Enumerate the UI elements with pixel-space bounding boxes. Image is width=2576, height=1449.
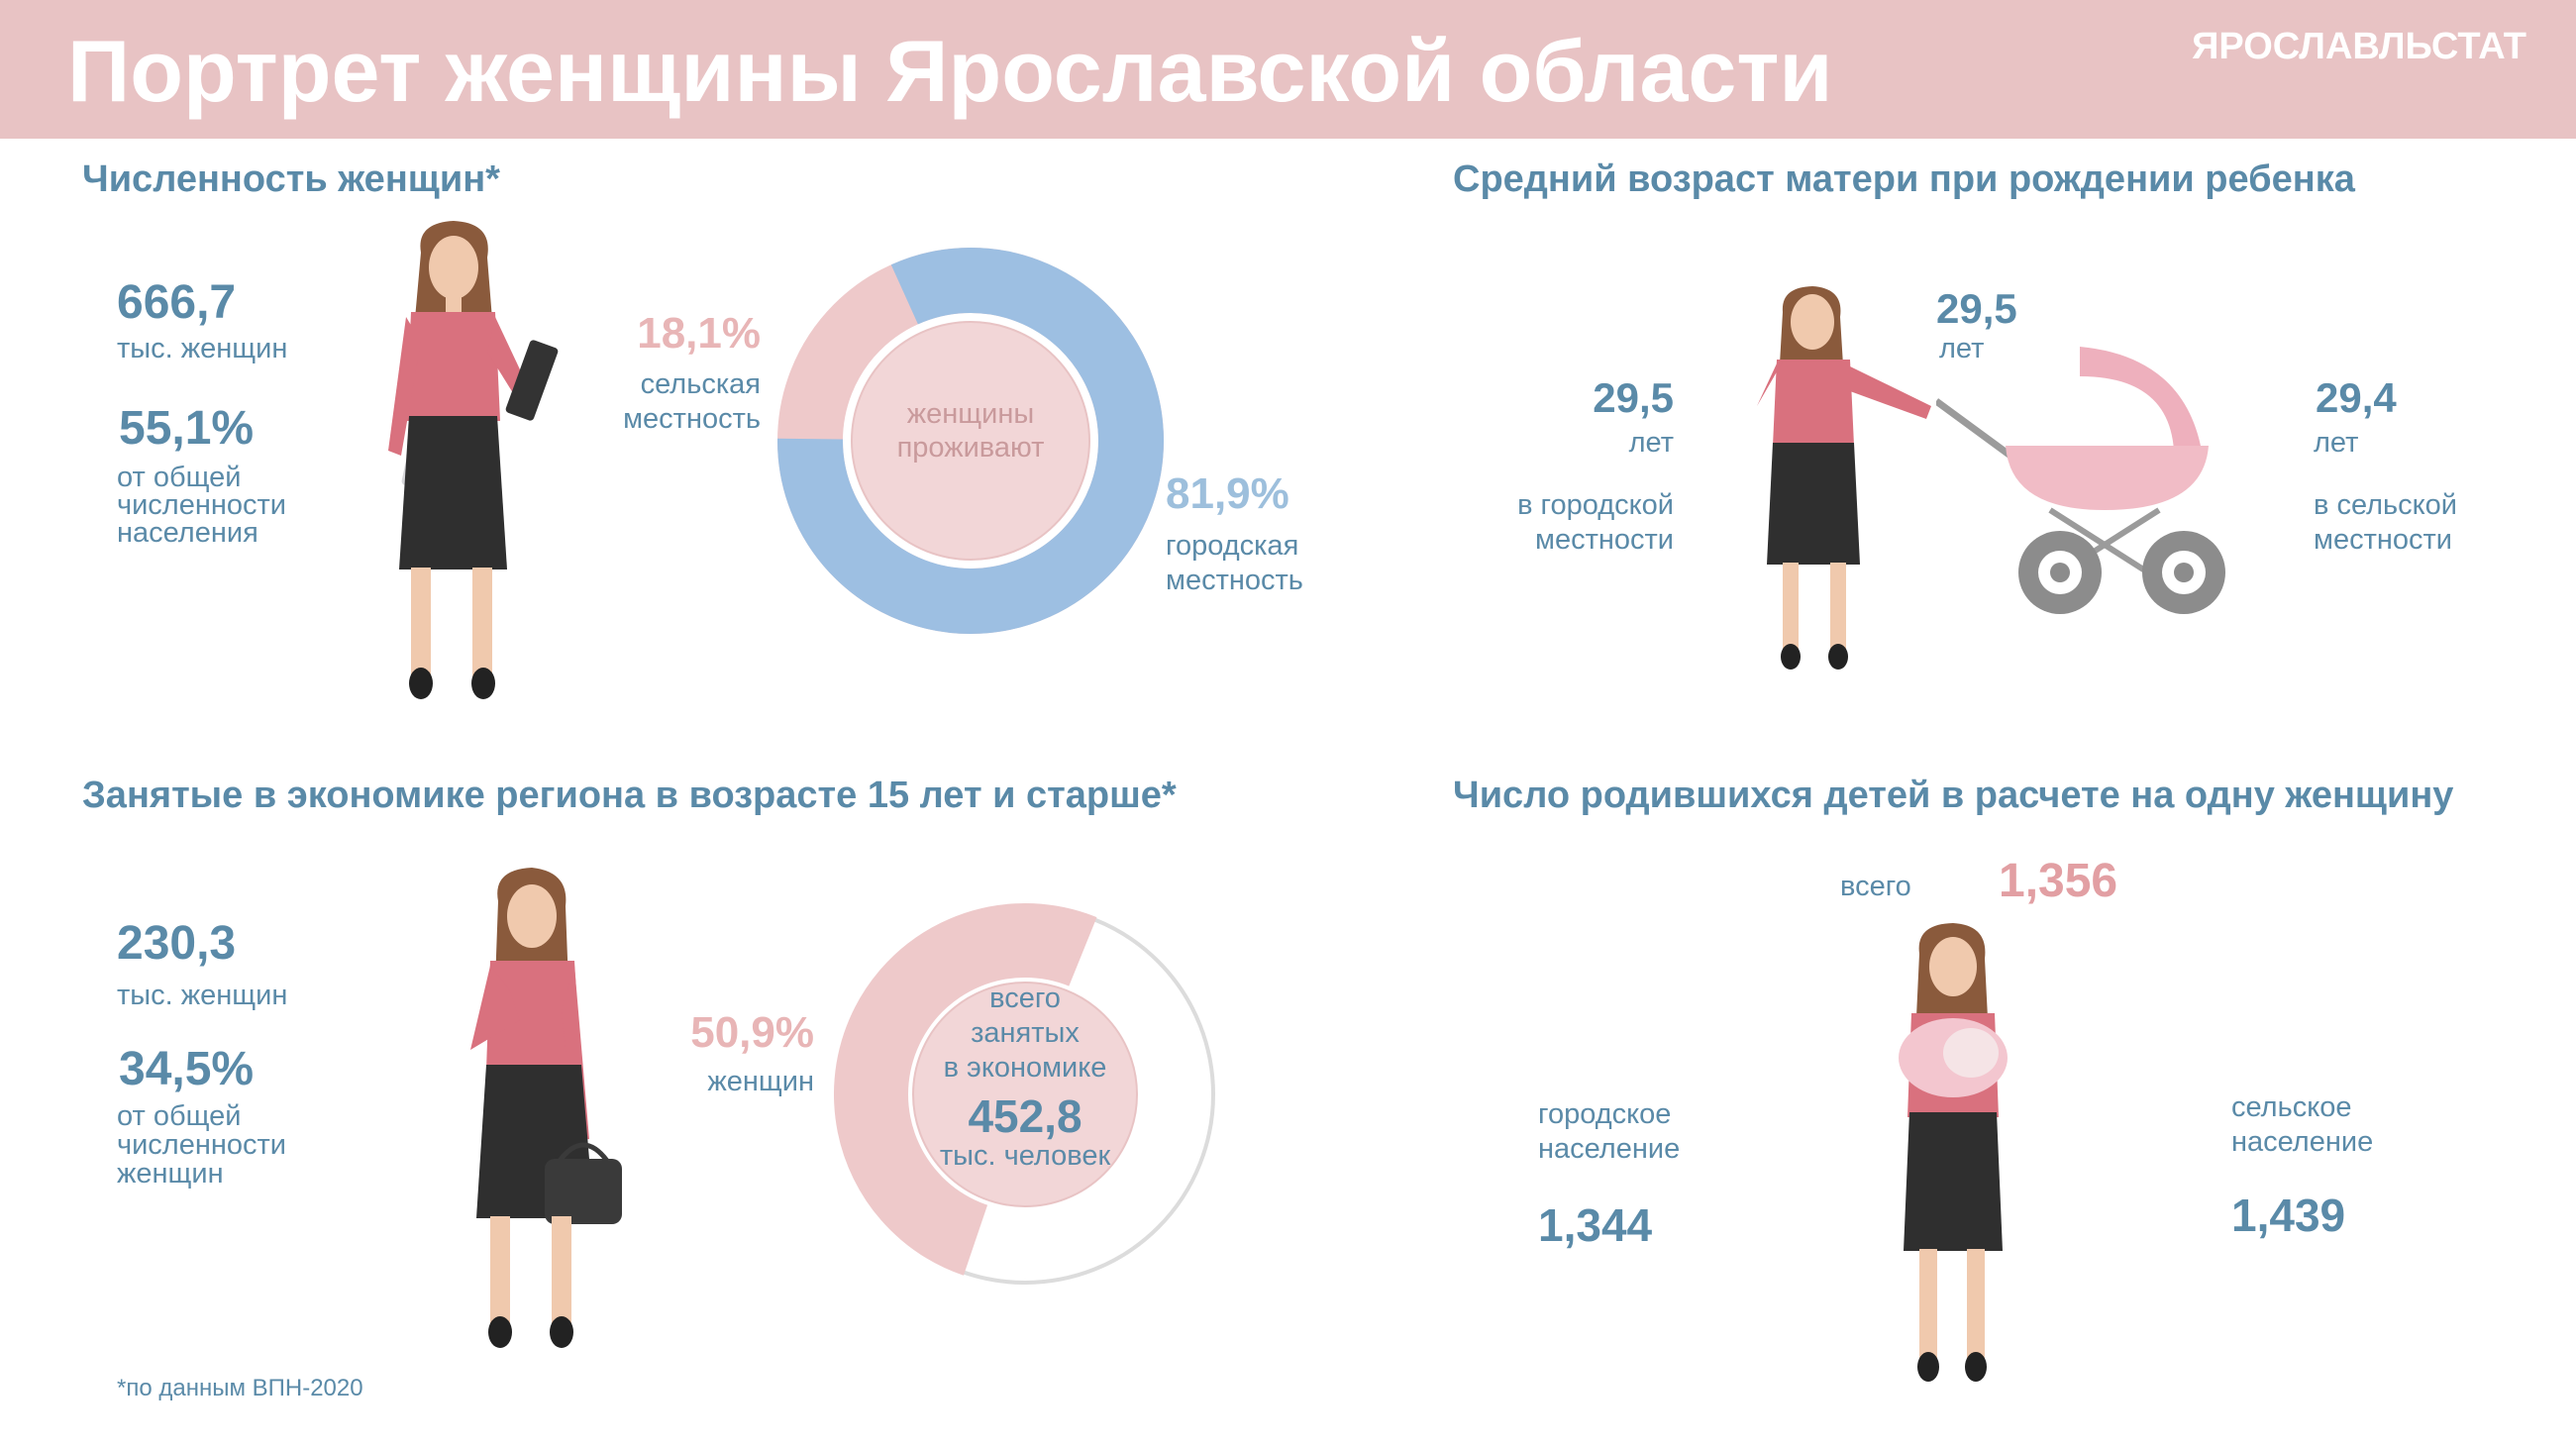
fertility-rural-label-1: сельское xyxy=(2231,1091,2352,1123)
women-employed-label: женщин xyxy=(707,1066,814,1097)
mother-age-urban: 29,5 xyxy=(1593,374,1674,421)
women-employed-percent: 50,9% xyxy=(690,1008,814,1057)
baby-stroller-illustration xyxy=(1936,347,2225,614)
fertility-total-label: всего xyxy=(1840,871,1911,902)
donut-center-line-2: проживают xyxy=(896,432,1045,464)
employment-total-value: 452,8 xyxy=(968,1090,1082,1142)
mother-age-rural-label-1: в сельской xyxy=(2314,489,2457,521)
fertility-urban-value: 1,344 xyxy=(1538,1199,1653,1251)
employed-share-value: 34,5% xyxy=(119,1043,255,1095)
urban-percent: 81,9% xyxy=(1166,469,1289,518)
fertility-title: Число родившихся детей в расчете на одну… xyxy=(1453,775,2454,816)
fertility-urban-label-2: население xyxy=(1538,1133,1681,1165)
mother-age-total-unit: лет xyxy=(1939,333,1985,364)
mother-age-urban-unit: лет xyxy=(1628,427,1674,459)
employment-center-line-1: всего xyxy=(989,983,1061,1014)
urban-label-1: городская xyxy=(1166,530,1299,562)
fertility-rural-label-2: население xyxy=(2231,1126,2374,1158)
woman-with-bag-illustration xyxy=(470,868,622,1348)
rural-percent: 18,1% xyxy=(637,309,761,358)
fertility-urban-label-1: городское xyxy=(1538,1098,1672,1130)
women-share-value: 55,1% xyxy=(119,402,255,455)
footnote: *по данным ВПН-2020 xyxy=(117,1375,363,1401)
fertility-total-value: 1,356 xyxy=(1999,855,2118,907)
women-share-label-1: от общей xyxy=(117,462,242,493)
women-count-title: Численность женщин* xyxy=(82,158,500,200)
mother-age-urban-label-1: в городской xyxy=(1517,489,1674,521)
employment-total-unit: тыс. человек xyxy=(939,1140,1111,1172)
mother-age-urban-label-2: местности xyxy=(1535,524,1674,556)
woman-with-tablet-illustration xyxy=(388,221,559,699)
urban-label-2: местность xyxy=(1166,565,1303,596)
rural-label-1: сельская xyxy=(640,368,761,400)
page-title: Портрет женщины Ярославской области xyxy=(67,22,1833,120)
employment-center-line-2: занятых xyxy=(971,1017,1080,1049)
mother-age-title: Средний возраст матери при рождении ребе… xyxy=(1453,158,2355,200)
mother-age-rural-label-2: местности xyxy=(2314,524,2452,556)
fertility-rural-value: 1,439 xyxy=(2231,1190,2346,1241)
employed-women-value: 230,3 xyxy=(117,917,237,970)
woman-with-phone-illustration xyxy=(1757,286,1931,670)
employed-share-label-3: женщин xyxy=(117,1158,224,1190)
women-count-unit: тыс. женщин xyxy=(117,333,288,364)
residence-donut-chart xyxy=(777,247,1164,634)
organization-name: ЯРОСЛАВЛЬСТАТ xyxy=(2192,26,2526,67)
employed-share-label-2: численности xyxy=(117,1129,286,1161)
mother-age-total: 29,5 xyxy=(1936,285,2017,332)
urban-segment xyxy=(777,247,1164,634)
women-count-value: 666,7 xyxy=(117,276,237,329)
employment-title: Занятые в экономике региона в возрасте 1… xyxy=(82,775,1177,816)
employment-donut-chart xyxy=(834,903,1216,1286)
employed-women-unit: тыс. женщин xyxy=(117,980,288,1011)
women-share-label-3: населения xyxy=(117,517,258,549)
mother-age-rural: 29,4 xyxy=(2316,374,2397,421)
women-employed-segment xyxy=(834,903,1216,1286)
rural-label-2: местность xyxy=(623,403,761,435)
employment-center-line-3: в экономике xyxy=(943,1052,1107,1084)
woman-with-baby-illustration xyxy=(1899,923,2008,1382)
employed-share-label-1: от общей xyxy=(117,1100,242,1132)
header-banner: Портрет женщины Ярославской области ЯРОС… xyxy=(0,0,2576,139)
mother-age-rural-unit: лет xyxy=(2314,427,2359,459)
women-share-label-2: численности xyxy=(117,489,286,521)
donut-center-line-1: женщины xyxy=(906,398,1035,430)
